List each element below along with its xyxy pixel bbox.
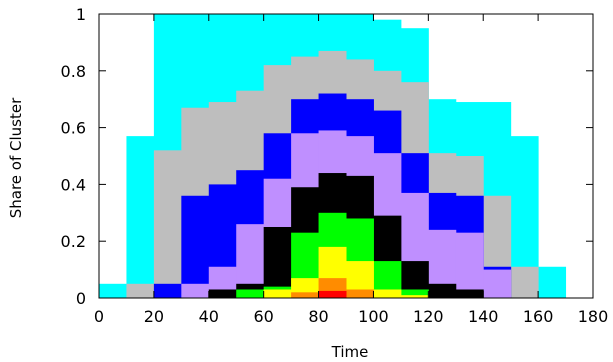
band-segment (236, 289, 265, 298)
band-segment (538, 266, 567, 298)
x-tick-label: 0 (94, 307, 104, 326)
y-tick-label: 0.8 (61, 62, 86, 81)
band-segment (483, 269, 512, 298)
band-segment (291, 292, 320, 298)
band-segment (99, 283, 127, 298)
band-segment (208, 289, 237, 298)
band-segment (153, 150, 182, 298)
band-segment (126, 136, 155, 298)
x-tick-label: 120 (413, 307, 444, 326)
x-tick-label: 20 (144, 307, 164, 326)
x-tick-labels: 0 20 40 60 80 100 120 140 160 180 (94, 307, 608, 326)
band-segment (263, 289, 292, 298)
band-segment (181, 195, 210, 298)
y-tick-label: 0.4 (61, 175, 86, 194)
y-axis-label: Share of Cluster (7, 97, 25, 218)
band-segment (510, 266, 539, 298)
x-tick-label: 40 (199, 307, 219, 326)
chart-bands (99, 14, 567, 299)
band-segment (318, 290, 347, 298)
y-tick-label: 0 (76, 289, 86, 308)
plot-frame (98, 13, 594, 299)
x-tick-label: 140 (468, 307, 499, 326)
band-segment (455, 289, 484, 298)
band-segment (263, 227, 292, 298)
band-segment (346, 289, 374, 298)
band-segment (126, 283, 155, 298)
x-tick-label: 60 (253, 307, 273, 326)
band-segment (428, 283, 457, 298)
band-9 (318, 290, 347, 298)
band-segment (153, 283, 182, 298)
y-tick-label: 0.2 (61, 232, 86, 251)
x-tick-label: 100 (358, 307, 389, 326)
band-segment (400, 295, 429, 298)
x-tick-label: 180 (578, 307, 609, 326)
band-segment (400, 289, 429, 298)
y-tick-labels: 0 0.2 0.4 0.6 0.8 1 (61, 5, 86, 308)
y-tick-label: 0.6 (61, 119, 86, 138)
band-segment (181, 283, 210, 298)
x-tick-label: 160 (523, 307, 554, 326)
y-tick-label: 1 (76, 5, 86, 24)
band-segment (455, 232, 484, 298)
x-axis-label: Time (331, 343, 369, 361)
x-tick-label: 80 (308, 307, 328, 326)
band-segment (373, 289, 402, 298)
axis-ticks (98, 13, 594, 299)
